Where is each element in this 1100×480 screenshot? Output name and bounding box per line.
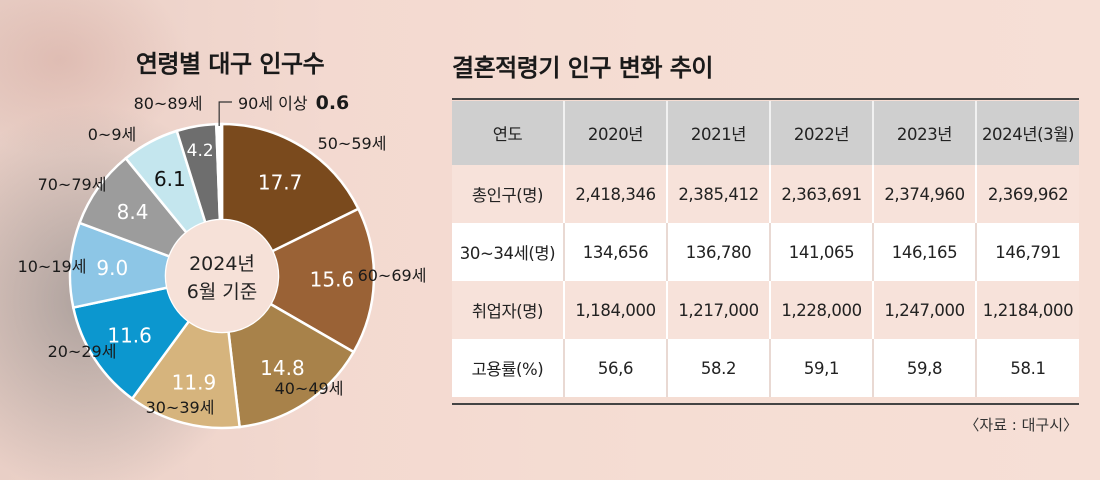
pie-center-label-line1: 2024년 xyxy=(189,253,255,275)
header-2022: 2022년 xyxy=(769,101,873,165)
table-row-employment-rate: 고용률(%) 56,6 58.2 59,1 59,8 58.1 xyxy=(452,339,1079,397)
table-cell: 59,1 xyxy=(769,339,873,397)
table-cell: 1,184,000 xyxy=(563,281,667,339)
table-cell: 1,247,000 xyxy=(872,281,976,339)
table-top-rule xyxy=(452,98,1079,100)
pie-chart-title: 연령별 대구 인구수 xyxy=(135,50,325,78)
table-cell: 58.1 xyxy=(975,339,1079,397)
table-cell: 2,385,412 xyxy=(666,165,770,223)
table-cell: 2,363,691 xyxy=(769,165,873,223)
table-row-total-population: 총인구(명) 2,418,346 2,385,412 2,363,691 2,3… xyxy=(452,165,1079,223)
pie-category-label-2: 40~49세 xyxy=(275,379,344,398)
pie-value-label-8: 4.2 xyxy=(187,141,214,161)
table-cell: 59,8 xyxy=(872,339,976,397)
pie-leader-line xyxy=(218,101,232,127)
row-label: 총인구(명) xyxy=(452,165,564,223)
table-title: 결혼적령기 인구 변화 추이 xyxy=(452,54,713,82)
row-label: 취업자(명) xyxy=(452,281,564,339)
pie-value-label-6: 8.4 xyxy=(117,200,149,224)
pie-category-label-3: 30~39세 xyxy=(146,398,215,417)
header-2020: 2020년 xyxy=(563,101,667,165)
age-distribution-pie-chart: 17.7 50~59세 15.6 60~69세 14.840~49세 11.9 30~39세… xyxy=(18,92,427,430)
source-note: 〈자료 : 대구시〉 xyxy=(964,416,1078,434)
table-cell: 141,065 xyxy=(769,223,873,281)
pie-center-label-line2: 6월 기준 xyxy=(187,281,258,303)
table-cell: 2,418,346 xyxy=(563,165,667,223)
header-2024: 2024년(3월) xyxy=(975,101,1079,165)
table-cell: 58.2 xyxy=(666,339,770,397)
table-row-age-30-34: 30~34세(명) 134,656 136,780 141,065 146,16… xyxy=(452,223,1079,281)
marriage-age-population-table: 연도 2020년 2021년 2022년 2023년 2024년(3월) 총인구… xyxy=(452,101,1079,397)
table-cell: 134,656 xyxy=(563,223,667,281)
table-cell: 146,165 xyxy=(872,223,976,281)
pie-center-circle xyxy=(166,220,278,332)
table-bottom-rule xyxy=(452,403,1079,405)
table-cell: 136,780 xyxy=(666,223,770,281)
pie-category-label-8: 80~89세 xyxy=(134,94,203,113)
pie-category-label-6: 70~79세 xyxy=(38,175,107,194)
pie-value-label-9: 0.6 xyxy=(316,92,350,114)
pie-value-label-0: 17.7 xyxy=(258,171,303,195)
pie-category-label-7: 0~9세 xyxy=(88,125,137,144)
pie-category-label-9: 90세 이상 0.6 xyxy=(238,92,349,114)
table-cell: 1,2184,000 xyxy=(975,281,1079,339)
pie-category-label-1: 60~69세 xyxy=(358,266,427,285)
table-cell: 2,374,960 xyxy=(872,165,976,223)
table-row-employed: 취업자(명) 1,184,000 1,217,000 1,228,000 1,2… xyxy=(452,281,1079,339)
table-cell: 1,228,000 xyxy=(769,281,873,339)
table-cell: 2,369,962 xyxy=(975,165,1079,223)
pie-category-label-0: 50~59세 xyxy=(318,134,387,153)
pie-value-label-7: 6.1 xyxy=(154,167,186,191)
table-header-row: 연도 2020년 2021년 2022년 2023년 2024년(3월) xyxy=(452,101,1079,165)
header-2021: 2021년 xyxy=(666,101,770,165)
table-cell: 146,791 xyxy=(975,223,1079,281)
table-cell: 1,217,000 xyxy=(666,281,770,339)
table-cell: 56,6 xyxy=(563,339,667,397)
pie-value-label-4: 11.6 xyxy=(107,324,152,348)
row-label: 고용률(%) xyxy=(452,339,564,397)
header-year: 연도 xyxy=(452,101,564,165)
pie-value-label-5: 9.0 xyxy=(96,256,128,280)
row-label: 30~34세(명) xyxy=(452,223,564,281)
pie-category-label-4: 20~29세 xyxy=(48,342,117,361)
pie-category-label-5: 10~19세 xyxy=(18,257,87,276)
pie-value-label-1: 15.6 xyxy=(310,268,355,292)
pie-value-label-2: 14.8 xyxy=(260,356,305,380)
pie-value-label-3: 11.9 xyxy=(172,370,217,394)
header-2023: 2023년 xyxy=(872,101,976,165)
